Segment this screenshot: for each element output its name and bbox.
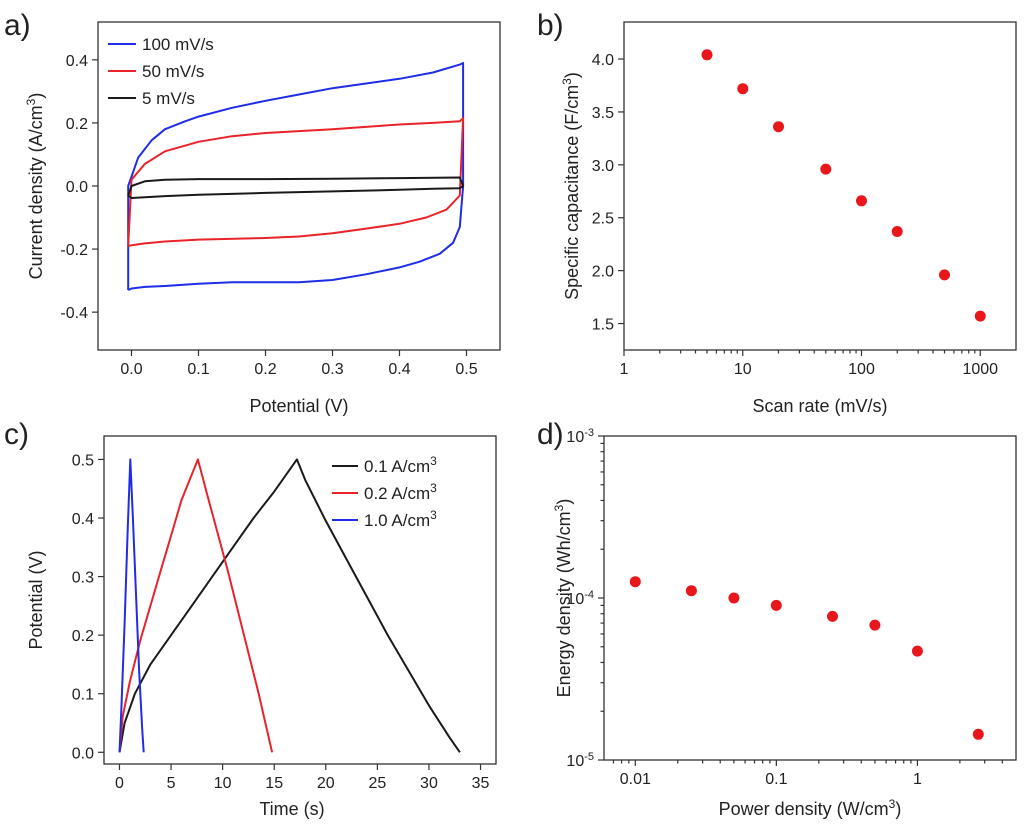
panel-a-y-axis-label: Current density (A/cm3) bbox=[24, 93, 46, 280]
data-point bbox=[939, 269, 950, 281]
data-point bbox=[820, 163, 832, 175]
x-tick-label: 0.2 bbox=[254, 361, 276, 378]
y-tick-label: 0.3 bbox=[72, 570, 94, 587]
data-point bbox=[869, 619, 881, 631]
legend-label-100mvs: 100 mV/s bbox=[142, 35, 214, 54]
legend-label-0-1: 0.1 A/cm3 bbox=[364, 454, 437, 476]
series-line-1 bbox=[118, 458, 461, 753]
panel-a-tick-layer: 0.0 0.1 0.2 0.3 0.4 0.5 -0.4 -0.2 0.0 0.2 0.4 bbox=[60, 53, 477, 378]
series-line-2 bbox=[127, 117, 465, 247]
y-tick-label: 0.1 bbox=[72, 687, 94, 704]
y-tick-label: 3.0 bbox=[592, 158, 614, 175]
panel-a-legend: 100 mV/s 50 mV/s 5 mV/s bbox=[108, 35, 214, 108]
x-tick-label: 0.0 bbox=[120, 361, 142, 378]
panel-c-x-axis-label: Time (s) bbox=[259, 799, 324, 819]
y-tick-label: 2.0 bbox=[592, 264, 614, 281]
panel-a-current-density-vs-potential: a) Potential (V) Current density (A/cm3)… bbox=[4, 9, 501, 416]
y-tick-label: -0.4 bbox=[60, 305, 88, 322]
panel-b-y-axis-label: Specific capacitance (F/cm3) bbox=[560, 72, 582, 300]
x-tick-label: 30 bbox=[420, 775, 438, 792]
y-tick-label: 0.5 bbox=[72, 452, 94, 469]
y-tick-label: 10-4 bbox=[566, 589, 594, 608]
y-tick-label: 0.2 bbox=[72, 628, 94, 645]
panel-d-energy-vs-power-density: d) Power density (W/cm3) Energy density … bbox=[537, 418, 1017, 819]
panel-c-tick-layer: 0 5 10 15 20 25 30 35 0.0 0.1 0.2 0.3 0.4 0.5 bbox=[72, 452, 490, 792]
x-tick-label: 5 bbox=[167, 775, 176, 792]
data-point bbox=[856, 195, 867, 207]
data-point bbox=[972, 728, 984, 740]
y-tick-label: 0.0 bbox=[72, 745, 94, 762]
x-tick-label: 0.3 bbox=[321, 361, 343, 378]
x-tick-label: 1 bbox=[620, 361, 629, 378]
x-tick-label: 0.01 bbox=[620, 771, 651, 788]
panel-d-tick-layer: 0.01 0.1 1 10-5 10-4 10-3 bbox=[566, 427, 1003, 788]
y-tick-label: 10-5 bbox=[566, 751, 594, 770]
panel-d-letter: d) bbox=[537, 418, 564, 451]
legend-label-0-2: 0.2 A/cm3 bbox=[364, 481, 437, 503]
legend-label-5mvs: 5 mV/s bbox=[142, 89, 195, 108]
data-point bbox=[737, 83, 749, 95]
x-tick-label: 15 bbox=[265, 775, 283, 792]
legend-label-50mvs: 50 mV/s bbox=[142, 62, 204, 81]
series-line-3 bbox=[118, 458, 145, 753]
x-tick-label: 1000 bbox=[962, 361, 998, 378]
panel-b-points-layer bbox=[701, 49, 986, 322]
series-line-3 bbox=[127, 176, 465, 199]
y-tick-label: 0.2 bbox=[66, 116, 88, 133]
x-tick-label: 0.4 bbox=[388, 361, 410, 378]
y-tick-label: 4.0 bbox=[592, 52, 614, 69]
series-line-2 bbox=[118, 458, 274, 753]
data-point bbox=[728, 592, 740, 604]
data-point bbox=[701, 49, 713, 61]
x-tick-label: 35 bbox=[472, 775, 490, 792]
x-tick-label: 0.5 bbox=[455, 361, 477, 378]
panel-a-series-layer bbox=[127, 62, 465, 291]
panel-b-plot-frame bbox=[623, 21, 1017, 351]
panel-b-capacitance-vs-scan-rate: b) Scan rate (mV/s) Specific capacitance… bbox=[537, 9, 1017, 416]
y-tick-label: 0.4 bbox=[72, 511, 94, 528]
x-tick-label: 0 bbox=[115, 775, 124, 792]
panel-c-letter: c) bbox=[4, 418, 29, 451]
y-tick-label: 2.5 bbox=[592, 211, 614, 228]
data-point bbox=[974, 310, 986, 322]
y-tick-label: 1.5 bbox=[592, 317, 614, 334]
panel-d-y-axis-label: Energy density (Wh/cm3) bbox=[552, 499, 574, 698]
x-tick-label: 25 bbox=[368, 775, 386, 792]
data-point bbox=[685, 585, 697, 597]
x-tick-label: 20 bbox=[317, 775, 335, 792]
y-tick-label: 3.5 bbox=[592, 105, 614, 122]
panel-c-potential-vs-time: c) Time (s) Potential (V) 0 5 10 15 20 25 30 35… bbox=[4, 418, 497, 819]
data-point bbox=[891, 226, 903, 237]
x-tick-label: 0.1 bbox=[765, 771, 787, 788]
panel-c-series-layer bbox=[118, 458, 461, 753]
panel-b-tick-layer: 1 10 100 1000 1.5 2.0 2.5 3.0 3.5 4.0 bbox=[592, 52, 998, 378]
panel-b-x-axis-label: Scan rate (mV/s) bbox=[752, 396, 887, 416]
panel-c-y-axis-label: Potential (V) bbox=[26, 550, 46, 649]
x-tick-label: 100 bbox=[848, 361, 875, 378]
panel-c-legend: 0.1 A/cm3 0.2 A/cm3 1.0 A/cm3 bbox=[332, 454, 437, 530]
legend-label-1-0: 1.0 A/cm3 bbox=[364, 508, 437, 530]
y-tick-label: 10-3 bbox=[566, 427, 594, 446]
panel-d-plot-frame bbox=[603, 435, 1017, 761]
panel-a-letter: a) bbox=[4, 9, 31, 42]
y-tick-label: -0.2 bbox=[60, 242, 88, 259]
panel-d-points-layer bbox=[629, 576, 984, 740]
x-tick-label: 1 bbox=[913, 771, 922, 788]
data-point bbox=[629, 576, 641, 588]
data-point bbox=[773, 121, 784, 133]
panel-c-plot-frame bbox=[103, 435, 497, 765]
panel-b-letter: b) bbox=[537, 9, 564, 42]
y-tick-label: 0.4 bbox=[66, 53, 88, 70]
data-point bbox=[911, 645, 923, 657]
x-tick-label: 0.1 bbox=[187, 361, 209, 378]
data-point bbox=[770, 599, 782, 611]
y-tick-label: 0.0 bbox=[66, 179, 88, 196]
data-point bbox=[827, 610, 838, 622]
panel-a-x-axis-label: Potential (V) bbox=[249, 396, 348, 416]
panel-d-x-axis-label: Power density (W/cm3) bbox=[719, 797, 902, 819]
x-tick-label: 10 bbox=[214, 775, 232, 792]
x-tick-label: 10 bbox=[734, 361, 752, 378]
